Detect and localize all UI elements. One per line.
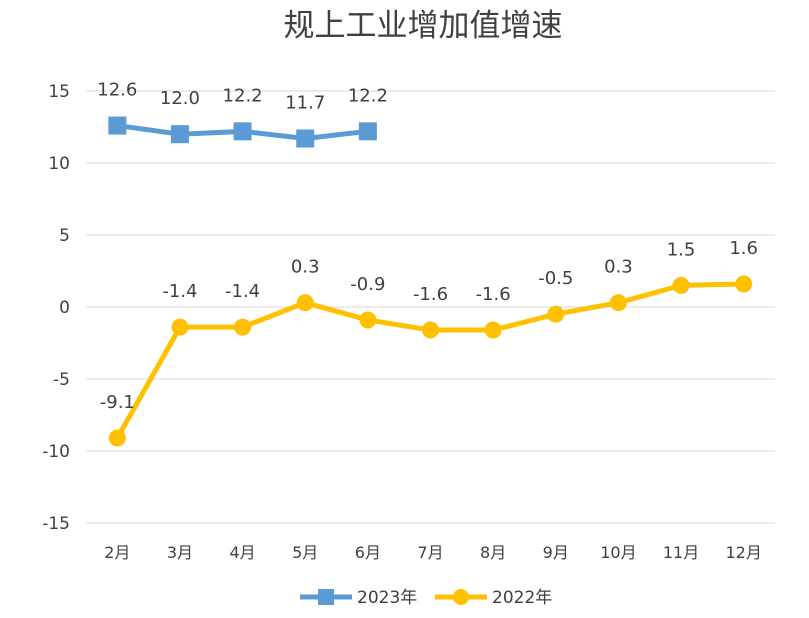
series-0-marker (108, 116, 127, 135)
x-tick-label: 8月 (480, 543, 506, 562)
series-1-marker (171, 318, 189, 336)
y-axis-ticks: 15 10 5 0 -5 -10 -15 (42, 82, 70, 534)
series-1-marker (296, 294, 314, 312)
y-tick-label: 0 (59, 298, 70, 318)
legend-label-1: 2022年 (492, 588, 552, 608)
grid-lines (86, 90, 775, 524)
data-label: -1.6 (413, 284, 448, 305)
data-label: 11.7 (285, 93, 325, 114)
data-label: -0.5 (538, 268, 573, 289)
series-1-marker (359, 311, 377, 329)
x-tick-label: 7月 (417, 543, 443, 562)
x-tick-label: 10月 (600, 543, 636, 562)
y-tick-label: -10 (42, 442, 70, 462)
legend-swatch-marker-0 (318, 589, 334, 605)
series-1-marker (108, 429, 126, 447)
x-tick-label: 3月 (167, 543, 193, 562)
series-1-marker (422, 321, 439, 339)
legend-label-0: 2023年 (357, 588, 417, 608)
x-tick-label: 5月 (292, 543, 318, 562)
legend-swatch-marker-1 (453, 589, 469, 605)
data-label: 0.3 (604, 257, 633, 278)
y-tick-label: -15 (42, 514, 70, 534)
data-label: 0.3 (291, 257, 320, 278)
y-tick-label: 5 (59, 226, 70, 246)
series-1-marker (672, 276, 690, 294)
data-label: 12.2 (223, 85, 263, 106)
y-tick-label: 15 (48, 82, 70, 102)
x-tick-label: 12月 (725, 543, 761, 562)
x-tick-label: 4月 (229, 543, 255, 562)
data-label: -1.4 (162, 281, 197, 302)
y-tick-label: 10 (48, 154, 70, 174)
data-label: -1.6 (476, 284, 511, 305)
series-1-marker (735, 275, 753, 293)
legend: 2023年 2022年 (300, 588, 552, 608)
series-layer (108, 116, 753, 447)
series-1-marker (484, 321, 502, 339)
series-1-marker (609, 294, 627, 312)
series-0-marker (233, 122, 252, 141)
chart-title: 规上工业增加值增速 (284, 8, 563, 44)
data-label: 12.0 (160, 88, 200, 109)
x-tick-label: 9月 (543, 543, 569, 562)
x-axis-ticks: 2月 3月 4月 5月 6月 7月 8月 9月 10月 11月 12月 (104, 543, 762, 562)
x-tick-label: 6月 (355, 543, 381, 562)
series-0-marker (358, 122, 377, 141)
series-0-marker (170, 125, 189, 144)
data-label: 12.6 (97, 80, 137, 101)
series-0-marker (296, 129, 315, 148)
data-label: 1.6 (729, 238, 758, 259)
y-tick-label: -5 (53, 370, 70, 390)
data-label: -0.9 (350, 274, 385, 295)
data-labels: 12.6 12.0 12.2 11.7 12.2 -9.1 -1.4 -1.4 0.3 -0.9 -… (97, 80, 758, 413)
data-label: -1.4 (225, 281, 260, 302)
data-label: 12.2 (348, 85, 388, 106)
x-tick-label: 11月 (663, 543, 699, 562)
data-label: -9.1 (100, 392, 135, 413)
x-tick-label: 2月 (104, 543, 130, 562)
data-label: 1.5 (667, 239, 696, 260)
series-1-marker (234, 318, 252, 336)
series-1-marker (547, 305, 565, 323)
